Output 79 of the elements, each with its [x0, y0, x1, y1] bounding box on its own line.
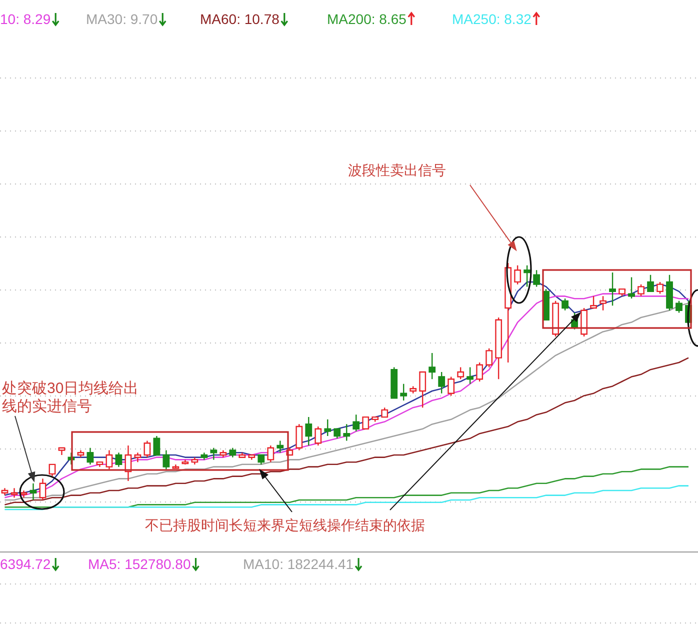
candlestick: [343, 424, 350, 442]
candlestick: [428, 352, 436, 380]
candlestick: [210, 447, 218, 460]
candlestick: [39, 478, 46, 501]
candlestick: [238, 452, 246, 458]
candlestick: [267, 444, 274, 463]
candlestick: [106, 450, 113, 470]
candlestick: [258, 454, 265, 466]
candlestick: [30, 482, 37, 501]
candlestick: [296, 424, 303, 451]
candlestick: [410, 386, 417, 394]
candlestick: [628, 276, 635, 300]
candlestick: [495, 316, 502, 380]
candlestick: [390, 366, 398, 399]
candlestick: [638, 284, 644, 297]
candlestick: [524, 264, 531, 288]
text: 10: 8.29: [0, 11, 51, 27]
candlestick: [229, 447, 236, 458]
candlestick: [220, 450, 227, 458]
candlestick: [647, 274, 654, 292]
candlestick: [162, 450, 170, 470]
candlestick: [562, 298, 568, 311]
candlestick: [182, 459, 189, 466]
text: MA5: 152780.80: [88, 556, 191, 572]
annotation: 处突破30日均线给出: [2, 380, 139, 397]
candlestick: [77, 450, 84, 458]
candlestick: [153, 435, 160, 456]
candlestick: [1, 488, 8, 496]
candlestick: [172, 464, 180, 469]
candlestick: [362, 416, 370, 430]
candlestick: [372, 416, 379, 422]
text: 波段性卖出信号: [348, 162, 446, 178]
text: 不已持股时间长短来界定短线操作结束的依据: [145, 517, 425, 533]
candlestick: [115, 452, 122, 468]
candlestick: [590, 296, 597, 309]
candlestick: [352, 414, 360, 432]
candlestick: [400, 383, 408, 402]
candlestick: [248, 454, 256, 460]
candlestick: [676, 300, 682, 314]
candlestick: [609, 272, 616, 306]
candlestick: [600, 296, 606, 311]
candlestick: [144, 440, 151, 458]
text: MA30: 9.70: [86, 11, 158, 27]
candlestick: [305, 416, 312, 446]
text: MA250: 8.32: [452, 11, 532, 27]
candlestick: [381, 406, 388, 418]
text: MA200: 8.65: [327, 11, 407, 27]
candlestick: [191, 456, 198, 466]
candlestick: [134, 452, 142, 463]
candlestick: [656, 281, 664, 294]
text: MA60: 10.78: [200, 11, 280, 27]
candlestick: [514, 264, 522, 285]
candlestick: [324, 418, 332, 437]
candlestick: [96, 461, 104, 468]
candlestick: [476, 362, 484, 382]
candlestick: [200, 452, 208, 460]
candlestick: [486, 348, 493, 368]
candlestick: [666, 274, 673, 311]
text: 6394.72: [0, 556, 51, 572]
candlestick: [419, 371, 426, 408]
text: MA10: 182244.41: [243, 556, 354, 572]
candlestick: [314, 426, 322, 446]
candlestick: [20, 490, 28, 498]
candlestick: [618, 288, 626, 297]
candlestick: [580, 307, 588, 338]
candlestick: [466, 366, 474, 384]
candlestick: [10, 488, 18, 498]
candlestick: [552, 300, 559, 338]
candlestick: [334, 428, 341, 439]
candlestick: [448, 376, 455, 396]
candlestick: [438, 371, 446, 394]
candlestick: [86, 447, 94, 466]
candlestick: [457, 366, 464, 380]
candlestick: [124, 444, 132, 482]
candlestick: [58, 447, 66, 456]
candlestick: [533, 270, 540, 288]
annotation: 线的实进信号: [2, 398, 92, 415]
candlestick: [276, 440, 284, 454]
candlestick: [48, 464, 56, 477]
